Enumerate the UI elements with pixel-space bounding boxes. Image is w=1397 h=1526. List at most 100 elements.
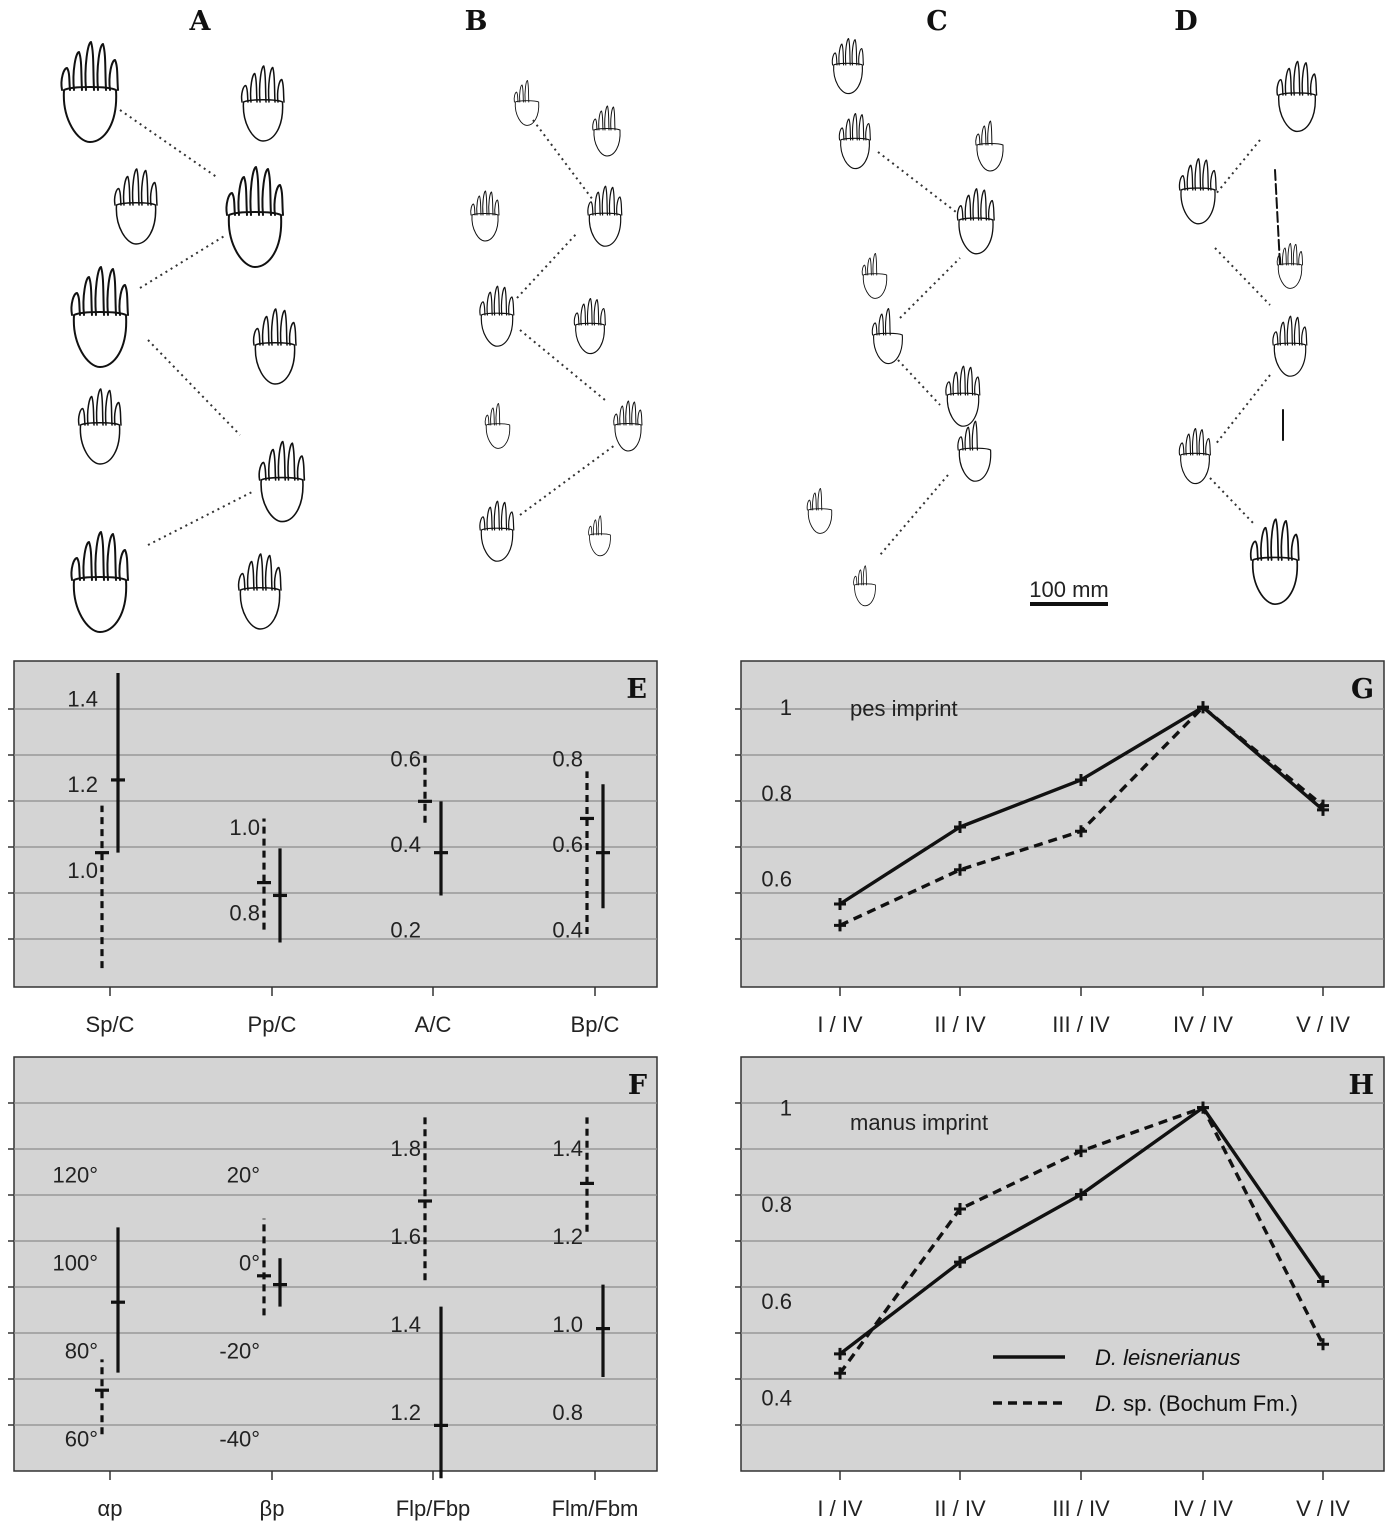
trackway-midline [899, 257, 961, 319]
tick-label: 1.4 [390, 1312, 421, 1337]
tick-label: 0.6 [552, 832, 583, 857]
data-point [1197, 1101, 1209, 1114]
tick-label: 0.6 [761, 866, 792, 891]
legend-label: D. leisnerianus [1095, 1345, 1241, 1370]
tick-label: -20° [219, 1339, 260, 1364]
footprint [470, 190, 500, 242]
footprint [1178, 428, 1211, 485]
tick-label: 100° [52, 1251, 98, 1276]
tick-label: 1 [780, 695, 792, 720]
footprint [806, 487, 833, 534]
category-label: IV / IV [1173, 1496, 1233, 1521]
footprint [60, 41, 119, 143]
footprint [573, 298, 606, 355]
data-point [834, 1367, 846, 1380]
footprint [240, 65, 285, 142]
category-label: III / IV [1052, 1496, 1110, 1521]
tick-label: 0.4 [390, 832, 421, 857]
panel-label-g: G [1351, 674, 1374, 705]
footprint [479, 500, 515, 562]
data-point [1197, 701, 1209, 714]
footprint [252, 308, 297, 385]
panel-label-a: A [189, 6, 212, 37]
category-label: V / IV [1296, 1496, 1350, 1521]
footprint [225, 166, 284, 268]
footprint [258, 440, 306, 523]
tick-label: 60° [65, 1427, 98, 1452]
tick-label: 1.2 [390, 1400, 421, 1425]
footprint [1276, 60, 1318, 133]
data-point [1317, 799, 1329, 812]
footprint [484, 402, 511, 449]
tick-label: 0.2 [390, 918, 421, 943]
trackway-midline [1209, 477, 1256, 526]
data-point [1317, 1275, 1329, 1288]
tail-trace [1274, 169, 1281, 266]
footprint [237, 553, 282, 630]
category-label: I / IV [817, 1496, 863, 1521]
data-point [1075, 825, 1087, 838]
scale-bar: 100 mm [1029, 577, 1109, 606]
legend-label: D. sp. (Bochum Fm.) [1095, 1391, 1298, 1416]
data-point [834, 919, 846, 932]
data-point [954, 863, 966, 876]
data-point [954, 821, 966, 833]
category-label: αp [98, 1496, 123, 1521]
tick-label: 0.8 [229, 901, 260, 926]
trackway-midline [897, 359, 941, 406]
tick-label: 80° [65, 1339, 98, 1364]
tick-label: 1.0 [67, 858, 98, 883]
panel-label-h: H [1348, 1070, 1374, 1101]
footprint [513, 79, 540, 126]
footprint [871, 308, 903, 365]
category-label: V / IV [1296, 1012, 1350, 1037]
category-label: III / IV [1052, 1012, 1110, 1037]
trackway-midline [119, 109, 219, 179]
data-point [954, 1203, 966, 1216]
category-label: Bp/C [571, 1012, 620, 1037]
footprint [77, 388, 122, 465]
trackway-midline [1214, 374, 1271, 446]
footprint [861, 252, 888, 299]
tick-label: 0.6 [390, 747, 421, 772]
tick-label: 1.6 [390, 1224, 421, 1249]
footprint [1272, 315, 1308, 377]
tick-label: 0° [239, 1251, 260, 1276]
tick-label: 0.8 [552, 1400, 583, 1425]
trackway-midline [516, 231, 579, 299]
chart-e: E 1.4 1.2 1.0 Sp/C 1.0 0.8 Pp/C 0.6 0.4 0.2 A/C 0.8… [8, 660, 658, 1037]
footprint [479, 285, 515, 347]
footprint [853, 565, 876, 607]
data-point [1075, 1145, 1087, 1158]
data-point [1317, 1338, 1329, 1351]
tick-label: 1.2 [67, 772, 98, 797]
trackway-drawings [60, 38, 1318, 633]
footprint [838, 113, 871, 170]
category-label: IV / IV [1173, 1012, 1233, 1037]
chart-h: H 1 0.8 0.6 0.4 manus imprint I / IV II / IV II… [735, 1056, 1385, 1521]
tick-label: 0.4 [552, 918, 583, 943]
data-point [954, 1256, 966, 1269]
panel-label-b: B [465, 6, 488, 37]
tick-label: 0.8 [552, 747, 583, 772]
tick-label: 0.8 [761, 781, 792, 806]
panel-label-c: C [926, 6, 948, 37]
panel-label-e: E [626, 674, 647, 705]
category-label: II / IV [934, 1012, 986, 1037]
footprint [1178, 158, 1217, 225]
data-point [834, 1347, 846, 1360]
tick-label: 1.4 [552, 1136, 583, 1161]
data-point [834, 898, 846, 910]
tick-label: 1.0 [552, 1312, 583, 1337]
trackway-midline [877, 151, 957, 213]
category-label: βp [260, 1496, 285, 1521]
category-label: II / IV [934, 1496, 986, 1521]
category-label: I / IV [817, 1012, 863, 1037]
category-label: Pp/C [248, 1012, 297, 1037]
trackway-midline [1214, 139, 1261, 196]
footprint [945, 365, 981, 427]
tick-label: 1.2 [552, 1224, 583, 1249]
chart-g: G 1 0.8 0.6 pes imprint I / IV II / IV III / I… [735, 660, 1385, 1037]
tick-label: 0.4 [761, 1385, 792, 1410]
footprint [1249, 518, 1300, 606]
